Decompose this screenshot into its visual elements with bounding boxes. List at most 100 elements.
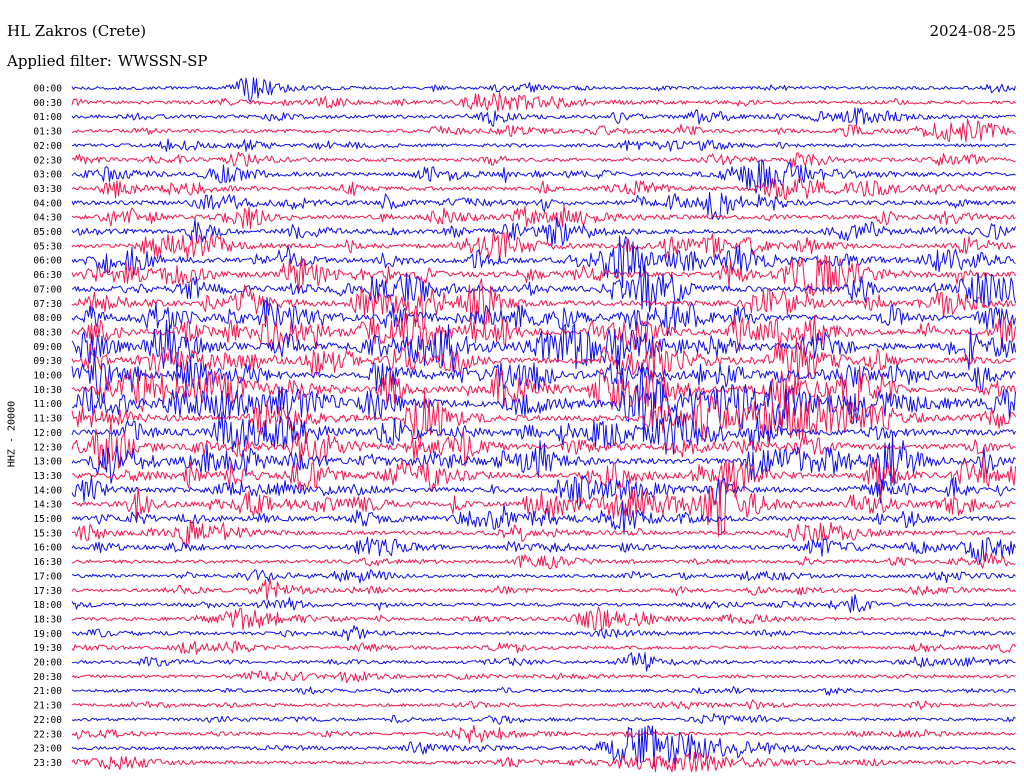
trace-0400 (71, 191, 1016, 220)
row-label: 02:30 (33, 155, 62, 166)
row-label: 03:00 (33, 170, 62, 181)
trace-0230 (71, 151, 1016, 168)
trace-0100 (71, 107, 1016, 127)
trace-0730 (71, 278, 1016, 330)
trace-1030 (71, 365, 1016, 415)
row-label: 18:30 (33, 614, 62, 625)
trace-0430 (71, 205, 1016, 230)
filter-label: Applied filter: (7, 52, 112, 70)
trace-1530 (71, 519, 1016, 550)
trace-0000 (71, 77, 1016, 103)
row-label: 09:00 (33, 342, 62, 353)
row-labels: 00:00 00:30 01:00 01:30 02:00 02:30 03:00 03:30… (33, 84, 62, 769)
row-label: 00:00 (33, 84, 62, 95)
row-label: 20:30 (33, 672, 62, 683)
row-label: 13:00 (33, 457, 62, 468)
row-label: 06:00 (33, 256, 62, 267)
trace-1200 (71, 411, 1016, 455)
row-label: 06:30 (33, 270, 62, 281)
trace-2300 (71, 725, 1016, 767)
trace-2330 (71, 751, 1016, 773)
row-label: 02:00 (33, 141, 62, 152)
row-label: 16:30 (33, 557, 62, 568)
trace-1700 (71, 569, 1016, 584)
row-label: 15:30 (33, 528, 62, 539)
row-label: 12:00 (33, 428, 62, 439)
row-label: 21:00 (33, 686, 62, 697)
trace-1830 (71, 606, 1016, 631)
trace-0900 (71, 319, 1016, 377)
trace-0200 (71, 138, 1016, 152)
row-label: 23:00 (33, 744, 62, 755)
row-label: 04:00 (33, 198, 62, 209)
trace-2200 (71, 713, 1016, 725)
trace-0300 (71, 159, 1016, 194)
row-label: 23:30 (33, 758, 62, 769)
row-label: 22:30 (33, 729, 62, 740)
trace-1100 (71, 362, 1016, 442)
row-label: 10:00 (33, 371, 62, 382)
trace-0830 (71, 306, 1016, 352)
trace-2000 (71, 652, 1016, 672)
trace-2230 (71, 725, 1016, 744)
row-label: 14:30 (33, 500, 62, 511)
record-date: 2024-08-25 (929, 22, 1016, 40)
filter-line: Applied filter: WWSSN-SP (7, 52, 208, 70)
row-label: 03:30 (33, 184, 62, 195)
trace-2100 (71, 686, 1016, 696)
trace-0600 (71, 235, 1016, 289)
trace-1230 (71, 421, 1016, 470)
row-label: 18:00 (33, 600, 62, 611)
row-label: 05:30 (33, 241, 62, 252)
row-label: 07:30 (33, 299, 62, 310)
trace-1430 (71, 479, 1016, 537)
row-label: 00:30 (33, 98, 62, 109)
row-label: 19:00 (33, 629, 62, 640)
trace-0800 (71, 297, 1016, 337)
trace-0130 (71, 118, 1016, 143)
trace-2130 (71, 699, 1016, 710)
trace-0330 (71, 177, 1016, 201)
row-label: 13:30 (33, 471, 62, 482)
trace-1730 (71, 578, 1016, 601)
filter-value: WWSSN-SP (117, 52, 208, 70)
trace-0630 (71, 254, 1016, 297)
row-label: 09:30 (33, 356, 62, 367)
row-label: 07:00 (33, 284, 62, 295)
trace-0930 (71, 337, 1016, 383)
row-label: 10:30 (33, 385, 62, 396)
station-title: HL Zakros (Crete) (7, 22, 147, 40)
row-label: 11:30 (33, 414, 62, 425)
trace-0530 (71, 229, 1016, 262)
row-label: 19:30 (33, 643, 62, 654)
row-label: 22:00 (33, 715, 62, 726)
trace-1400 (71, 475, 1016, 507)
trace-1930 (71, 640, 1016, 655)
trace-0700 (71, 264, 1016, 313)
row-label: 17:00 (33, 571, 62, 582)
seismic-traces (71, 77, 1016, 773)
trace-0030 (71, 91, 1016, 112)
row-label: 20:00 (33, 658, 62, 669)
row-label: 08:30 (33, 327, 62, 338)
trace-2030 (71, 670, 1016, 684)
trace-1900 (71, 625, 1016, 642)
row-label: 12:30 (33, 442, 62, 453)
trace-0500 (71, 217, 1016, 246)
row-label: 16:00 (33, 543, 62, 554)
trace-1500 (71, 501, 1016, 535)
row-label: 17:30 (33, 586, 62, 597)
row-label: 14:00 (33, 485, 62, 496)
row-label: 01:00 (33, 112, 62, 123)
trace-1130 (71, 387, 1016, 451)
row-label: 15:00 (33, 514, 62, 525)
row-label: 21:30 (33, 701, 62, 712)
trace-1300 (71, 433, 1016, 487)
trace-1600 (71, 536, 1016, 565)
row-label: 01:30 (33, 127, 62, 138)
trace-1800 (71, 594, 1016, 613)
row-label: 05:00 (33, 227, 62, 238)
row-label: 11:00 (33, 399, 62, 410)
row-label: 04:30 (33, 213, 62, 224)
